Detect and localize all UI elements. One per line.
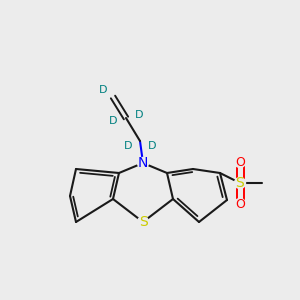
Text: O: O (235, 197, 245, 211)
Text: S: S (139, 215, 147, 229)
Circle shape (137, 217, 148, 227)
Circle shape (235, 199, 245, 209)
Circle shape (134, 110, 144, 120)
Circle shape (108, 116, 118, 126)
Circle shape (137, 158, 148, 169)
Text: S: S (236, 176, 244, 190)
Circle shape (123, 141, 133, 151)
Text: D: D (148, 141, 156, 151)
Circle shape (98, 85, 108, 95)
Text: N: N (138, 156, 148, 170)
Text: D: D (135, 110, 143, 120)
Circle shape (235, 178, 245, 188)
Text: O: O (235, 155, 245, 169)
Text: D: D (99, 85, 107, 95)
Circle shape (147, 141, 157, 151)
Text: D: D (124, 141, 132, 151)
Text: D: D (109, 116, 117, 126)
Circle shape (235, 157, 245, 167)
